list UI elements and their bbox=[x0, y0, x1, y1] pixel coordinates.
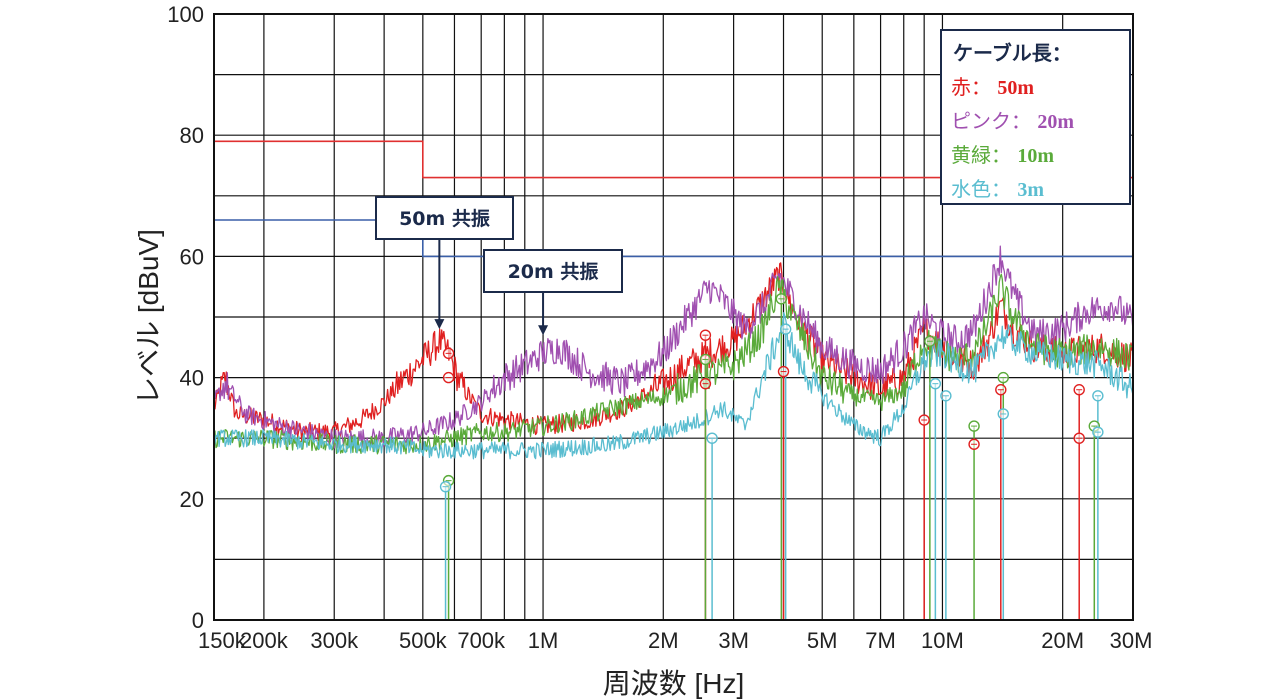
series-line-20m bbox=[213, 245, 1134, 449]
legend-box bbox=[940, 29, 1131, 205]
x-tick-label: 2M bbox=[648, 628, 679, 653]
y-tick-labels: 0 20 40 60 80 100 bbox=[167, 2, 204, 633]
x-tick-label: 700k bbox=[457, 628, 506, 653]
legend-entry: 黄緑： 10m bbox=[951, 143, 1054, 167]
legend-entry: 水色： 3m bbox=[951, 177, 1044, 201]
callout-arrow-head bbox=[538, 325, 549, 336]
resonance-annotations: 50m 共振 20m 共振 bbox=[375, 196, 623, 336]
y-axis-title: レベル [dBuV] bbox=[133, 229, 164, 405]
x-tick-label: 500k bbox=[399, 628, 448, 653]
callout-box bbox=[375, 196, 514, 240]
x-tick-label: 1M bbox=[528, 628, 559, 653]
callout-label: 50m 共振 bbox=[399, 207, 490, 230]
x-tick-label: 10M bbox=[921, 628, 964, 653]
legend-color-name: 水色： bbox=[951, 177, 1017, 201]
legend-entry: ピンク： 20m bbox=[951, 109, 1074, 133]
callout-0: 50m 共振 bbox=[375, 196, 514, 330]
series-lines bbox=[213, 245, 1134, 460]
legend-cable-length: 3m bbox=[1017, 179, 1044, 201]
legend-color-name: ピンク： bbox=[951, 109, 1037, 133]
y-tick-label: 80 bbox=[180, 123, 204, 148]
x-tick-label: 7M bbox=[865, 628, 896, 653]
callout-box bbox=[483, 249, 623, 293]
x-axis-title: 周波数 [Hz] bbox=[603, 668, 745, 699]
callout-arrow-head bbox=[434, 319, 445, 330]
x-tick-label: 20M bbox=[1041, 628, 1084, 653]
y-tick-label: 40 bbox=[180, 366, 204, 391]
series-line-10m bbox=[213, 273, 1134, 455]
x-tick-label: 300k bbox=[310, 628, 359, 653]
legend-cable-length: 50m bbox=[997, 77, 1034, 99]
x-tick-label: 3M bbox=[718, 628, 749, 653]
x-tick-label: 30M bbox=[1110, 628, 1153, 653]
plot-frame bbox=[213, 13, 1134, 621]
series-line-50m bbox=[213, 262, 1134, 443]
legend-title: ケーブル長： bbox=[953, 41, 1072, 65]
x-tick-label: 5M bbox=[807, 628, 838, 653]
y-tick-label: 0 bbox=[192, 608, 204, 633]
legend-cable-length: 20m bbox=[1037, 111, 1074, 133]
peak-markers bbox=[439, 293, 1104, 493]
x-tick-label: 200k bbox=[240, 628, 289, 653]
y-tick-label: 100 bbox=[167, 2, 204, 27]
callout-label: 20m 共振 bbox=[508, 260, 599, 283]
legend-color-name: 黄緑： bbox=[951, 143, 1017, 167]
y-tick-label: 60 bbox=[180, 244, 204, 269]
x-tick-label: 150k bbox=[198, 628, 247, 653]
legend-entry: 赤： 50m bbox=[951, 75, 1034, 99]
series-line-3m bbox=[213, 312, 1134, 460]
y-tick-label: 20 bbox=[180, 487, 204, 512]
callout-1: 20m 共振 bbox=[483, 249, 623, 336]
limit-line bbox=[214, 140, 1133, 179]
legend-cable-length: 10m bbox=[1017, 145, 1054, 167]
legend-color-name: 赤： bbox=[951, 75, 997, 99]
limit-line bbox=[214, 219, 1133, 258]
